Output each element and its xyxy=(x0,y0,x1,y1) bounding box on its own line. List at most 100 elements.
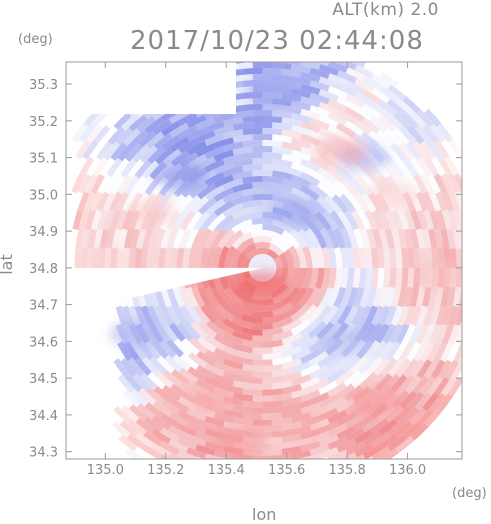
echo-feature xyxy=(215,426,268,455)
echo-cell xyxy=(376,129,395,147)
echo-cell xyxy=(399,390,418,410)
echo-cell xyxy=(115,209,128,231)
echo-cell xyxy=(299,335,320,351)
echo-cell xyxy=(147,305,161,326)
echo-cell xyxy=(262,139,283,148)
echo-cell xyxy=(161,384,182,402)
echo-cell xyxy=(188,181,209,199)
echo-cell xyxy=(314,304,332,325)
echo-cell xyxy=(325,353,346,370)
echo-cell xyxy=(434,286,444,307)
echo-cell xyxy=(309,80,330,92)
echo-cell xyxy=(436,393,454,413)
echo-cell xyxy=(272,302,294,317)
echo-cell xyxy=(231,286,253,304)
echo-cell xyxy=(419,248,427,268)
echo-cell xyxy=(99,228,110,249)
echo-cell xyxy=(409,286,420,308)
echo-cell xyxy=(110,142,128,161)
echo-cell xyxy=(281,331,303,346)
echo-cell xyxy=(358,356,376,375)
echo-cell xyxy=(71,123,89,143)
echo-cell xyxy=(346,227,359,249)
x-tick-label: 135.2 xyxy=(147,463,184,478)
echo-cell xyxy=(252,62,273,69)
echo-cell xyxy=(178,286,192,308)
echo-cell xyxy=(252,121,273,129)
x-axis-unit: (deg) xyxy=(452,486,487,501)
echo-cell xyxy=(370,101,390,118)
echo-cell xyxy=(172,305,189,326)
echo-cell xyxy=(183,321,201,341)
echo-cell xyxy=(224,229,244,249)
echo-cell xyxy=(352,118,373,135)
echo-cell xyxy=(327,409,348,424)
echo-cell xyxy=(290,76,312,86)
y-tick-label: 34.7 xyxy=(29,299,58,314)
echo-cell xyxy=(350,209,366,231)
echo-cell xyxy=(186,305,203,325)
echo-cell xyxy=(231,182,253,194)
echo-cell xyxy=(222,331,244,346)
echo-cell xyxy=(446,173,461,194)
echo-cell xyxy=(166,305,182,326)
echo-cell xyxy=(252,157,273,165)
echo-cell xyxy=(343,305,359,326)
echo-cell xyxy=(377,209,391,231)
echo-cell xyxy=(182,247,192,268)
no-data-corner xyxy=(66,62,236,114)
echo-cell xyxy=(162,322,179,343)
echo-cell xyxy=(218,245,230,268)
echo-cell xyxy=(327,396,348,411)
echo-cell xyxy=(113,158,130,178)
echo-cell xyxy=(326,367,347,384)
echo-cell xyxy=(449,248,457,268)
echo-cell xyxy=(448,324,461,345)
echo-cell xyxy=(191,287,206,308)
echo-cell xyxy=(141,356,160,376)
echo-cell xyxy=(148,228,160,249)
echo-cell xyxy=(142,444,163,459)
echo-cell xyxy=(361,416,382,433)
echo-cell xyxy=(328,62,349,73)
echo-cell xyxy=(145,131,165,149)
echo-cell xyxy=(378,286,389,308)
echo-cell xyxy=(196,350,217,367)
y-tick-label: 34.9 xyxy=(29,225,58,240)
echo-cell xyxy=(300,62,321,70)
echo-cell xyxy=(371,340,388,360)
echo-cell xyxy=(354,64,375,80)
echo-cell xyxy=(272,392,293,402)
echo-cell xyxy=(415,286,426,308)
echo-cell xyxy=(178,138,199,154)
echo-cell xyxy=(214,200,235,217)
echo-cell xyxy=(392,127,410,146)
echo-cell xyxy=(281,117,302,127)
echo-cell xyxy=(144,117,164,134)
echo-cell xyxy=(382,143,401,162)
echo-cell xyxy=(136,403,156,420)
echo-cell xyxy=(223,117,244,127)
echo-cell xyxy=(364,247,373,268)
echo-cell xyxy=(100,125,118,145)
echo-cell xyxy=(309,156,330,171)
echo-cell xyxy=(222,345,244,358)
echo-cell xyxy=(272,182,293,194)
echo-cell xyxy=(190,195,209,215)
echo-cell xyxy=(326,287,340,308)
echo-cell xyxy=(223,408,244,419)
echo-cell xyxy=(272,134,293,144)
echo-cell xyxy=(423,359,439,379)
echo-cell xyxy=(385,341,401,361)
echo-cell xyxy=(327,247,337,268)
echo-cell xyxy=(325,180,344,198)
echo-cell xyxy=(252,181,273,189)
echo-cell xyxy=(422,305,435,326)
echo-cell xyxy=(399,341,415,362)
echo-cell xyxy=(312,287,328,308)
echo-cell xyxy=(207,304,227,323)
echo-cell xyxy=(110,174,126,195)
echo-cell xyxy=(179,210,196,231)
echo-feature xyxy=(185,382,238,411)
echo-cell xyxy=(232,367,253,378)
